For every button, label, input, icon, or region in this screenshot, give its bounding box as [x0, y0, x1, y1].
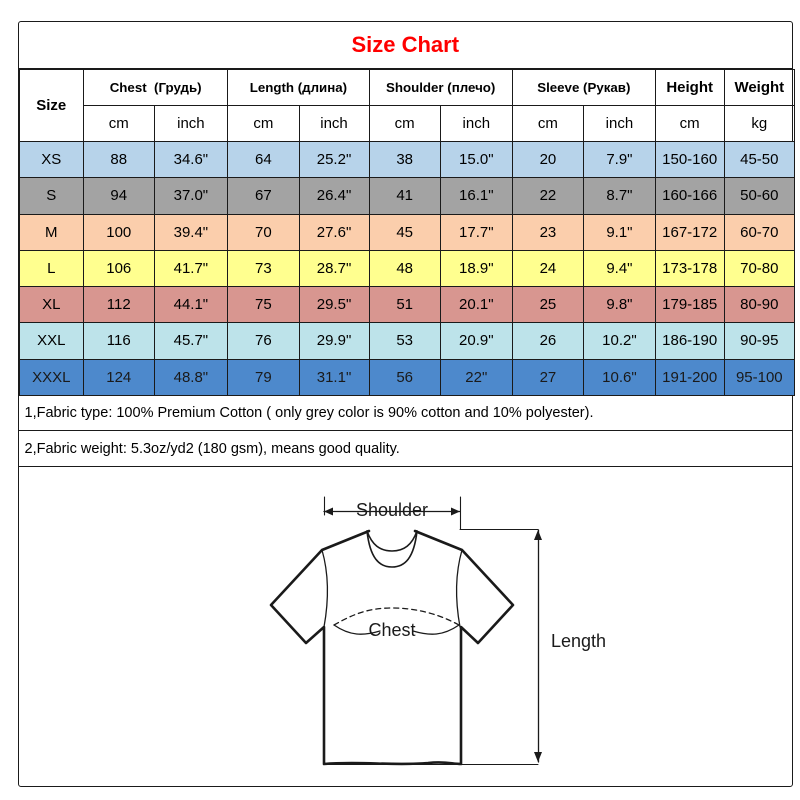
svg-text:Length: Length [551, 631, 606, 651]
svg-text:Shoulder: Shoulder [356, 500, 428, 520]
svg-text:Chest: Chest [368, 620, 415, 640]
